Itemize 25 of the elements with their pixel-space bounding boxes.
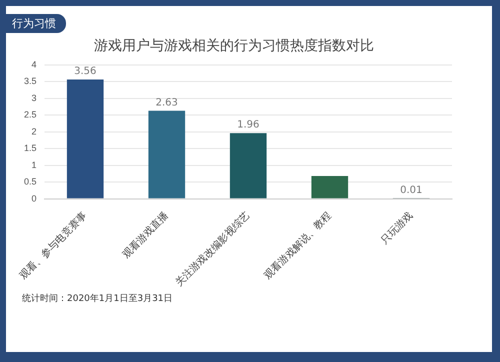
bar	[311, 176, 348, 198]
data-label: 2.63	[156, 97, 178, 108]
data-label: 1.96	[237, 120, 260, 131]
y-tick-label: 0	[31, 193, 37, 204]
x-tick-label: 观看、参与电竞赛事	[17, 210, 90, 282]
x-tick-label: 观看游戏解说、教程	[262, 210, 334, 282]
chart-title: 游戏用户与游戏相关的行为习惯热度指数对比	[94, 38, 374, 54]
y-tick-label: 2.5	[24, 110, 37, 120]
chart-subtitle: 行为习惯	[6, 14, 66, 33]
x-tick-label: 观看游戏直播	[120, 210, 171, 261]
y-tick-label: 1.5	[24, 143, 37, 154]
bar	[148, 110, 186, 198]
y-tick-label: 1	[31, 160, 37, 170]
x-tick-label: 关注游戏改编影视综艺	[173, 210, 252, 289]
text: 统计时间：2020年1月1日至3月31日	[22, 292, 173, 305]
y-tick-label: 3.5	[24, 76, 37, 86]
data-label: 0.01	[400, 185, 422, 196]
y-tick-label: 0.5	[24, 176, 37, 187]
y-tick-label: 3	[31, 92, 37, 103]
bar	[230, 133, 267, 198]
y-tick-label: 2	[31, 126, 37, 136]
data-label: 3.56	[74, 66, 96, 78]
x-tick-label: 只玩游戏	[378, 210, 416, 246]
y-tick-label: 4	[31, 59, 37, 70]
bar	[66, 80, 104, 198]
